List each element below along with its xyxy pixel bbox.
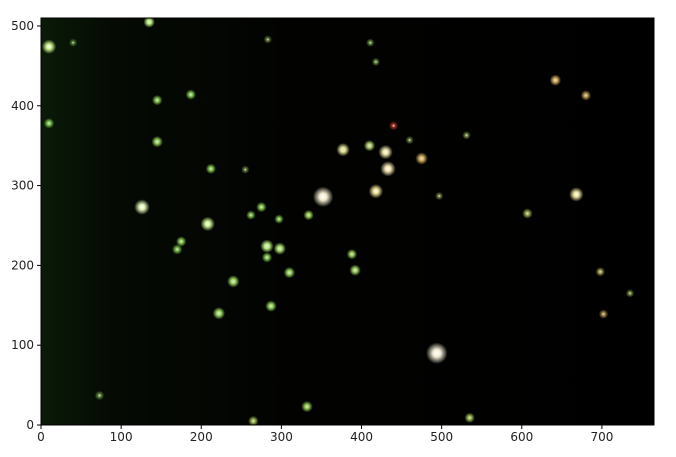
star xyxy=(378,144,393,160)
star xyxy=(263,35,272,44)
x-tick-label: 700 xyxy=(590,430,613,444)
axes-frame xyxy=(40,17,655,426)
star xyxy=(227,275,240,288)
y-tick-label: 200 xyxy=(11,258,34,272)
star xyxy=(246,210,256,220)
star xyxy=(256,201,267,213)
y-axis-ticks: 0 100 200 300 400 500 xyxy=(11,19,41,432)
star xyxy=(462,131,471,140)
x-tick-label: 200 xyxy=(190,430,213,444)
star xyxy=(380,161,396,177)
star xyxy=(349,264,361,276)
star xyxy=(151,136,163,148)
star xyxy=(303,209,314,221)
star xyxy=(371,57,381,67)
star xyxy=(368,184,384,199)
x-tick-label: 100 xyxy=(110,430,133,444)
star xyxy=(336,143,350,157)
star xyxy=(205,163,217,174)
star xyxy=(549,74,562,86)
star xyxy=(426,342,448,364)
star xyxy=(43,118,55,129)
star xyxy=(212,307,226,320)
star xyxy=(176,236,187,247)
star xyxy=(274,214,284,224)
star xyxy=(260,239,274,253)
y-tick-label: 400 xyxy=(11,99,34,113)
star xyxy=(265,300,277,312)
x-tick-label: 400 xyxy=(350,430,373,444)
star xyxy=(283,266,296,279)
star xyxy=(595,267,605,277)
star xyxy=(522,208,533,219)
star xyxy=(346,249,358,260)
star xyxy=(312,186,334,207)
star xyxy=(405,135,414,145)
star xyxy=(143,16,155,28)
y-tick-label: 500 xyxy=(11,19,34,33)
star-field-image xyxy=(41,18,654,425)
star xyxy=(415,152,428,165)
star xyxy=(569,187,584,202)
star xyxy=(301,400,313,413)
y-tick-label: 0 xyxy=(26,418,34,432)
star xyxy=(152,95,163,106)
star xyxy=(464,412,475,423)
x-tick-label: 300 xyxy=(270,430,293,444)
star xyxy=(388,121,399,131)
star xyxy=(68,38,78,47)
star xyxy=(261,252,273,263)
star xyxy=(172,244,183,255)
y-tick-label: 100 xyxy=(11,338,34,352)
star xyxy=(435,191,444,201)
star xyxy=(366,38,375,47)
star xyxy=(185,89,196,100)
x-axis-ticks: 0 100 200 300 400 500 600 700 xyxy=(37,425,613,444)
star xyxy=(134,199,150,215)
star xyxy=(248,415,259,427)
star xyxy=(200,216,215,232)
star-layer xyxy=(41,16,635,427)
x-tick-label: 500 xyxy=(430,430,453,444)
x-tick-label: 600 xyxy=(510,430,533,444)
y-tick-label: 300 xyxy=(11,179,34,193)
star xyxy=(580,90,592,101)
star xyxy=(94,390,105,401)
star xyxy=(273,242,286,255)
star xyxy=(363,140,376,152)
star xyxy=(598,309,609,319)
star xyxy=(41,39,57,54)
star xyxy=(625,289,635,298)
x-tick-label: 0 xyxy=(37,430,45,444)
star xyxy=(241,165,250,174)
